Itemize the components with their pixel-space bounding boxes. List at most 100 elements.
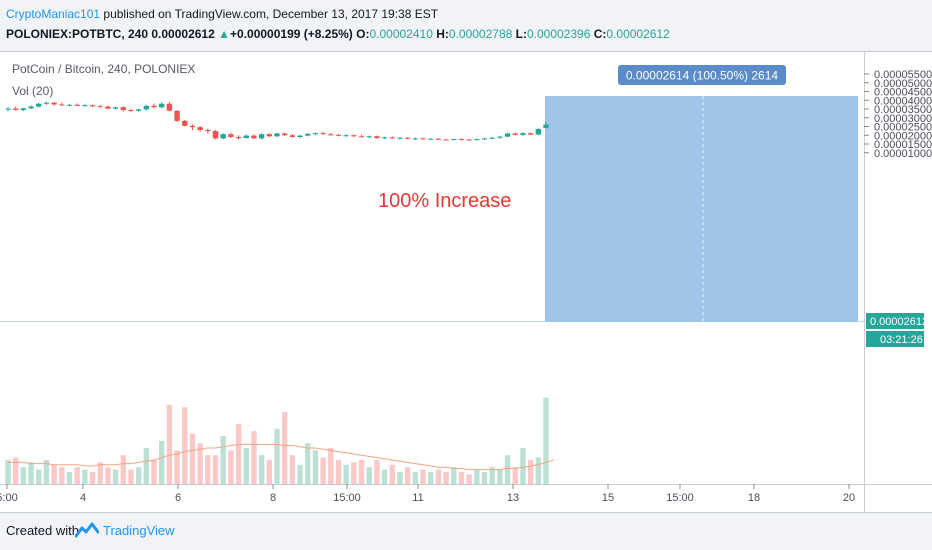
- measure-box[interactable]: [545, 96, 858, 322]
- candle-body: [397, 137, 403, 139]
- volume-bar: [397, 472, 403, 484]
- volume-bar: [520, 448, 526, 484]
- volume-ma-line: [8, 443, 554, 471]
- tradingview-logo-icon[interactable]: [75, 521, 99, 539]
- candle-body: [520, 133, 526, 135]
- time-tick-label: 4: [80, 492, 86, 504]
- candle-body: [466, 139, 472, 141]
- volume-bar: [412, 472, 419, 484]
- candle-body: [274, 133, 280, 137]
- candle-body: [420, 138, 426, 140]
- volume-bar: [189, 433, 196, 484]
- volume-bar: [305, 443, 311, 484]
- time-tick-label: 8: [270, 492, 276, 504]
- high-value: 0.00002788: [448, 27, 513, 41]
- candle-body: [112, 107, 119, 109]
- time-tick-label: 20: [843, 492, 855, 504]
- candle-body: [105, 106, 111, 109]
- low-label: L:: [515, 27, 527, 41]
- candle-body: [182, 120, 188, 126]
- open-value: 0.00002410: [369, 27, 433, 41]
- volume-bar: [220, 436, 226, 484]
- volume-bar: [5, 460, 11, 484]
- candle-body: [243, 135, 249, 139]
- candle-body: [143, 105, 150, 110]
- volume-bar: [66, 472, 73, 484]
- volume-bar: [51, 464, 57, 484]
- volume-bar: [197, 443, 203, 484]
- volume-bar: [212, 455, 219, 484]
- tradingview-brand[interactable]: TradingView: [103, 523, 175, 538]
- time-axis[interactable]: 5:00 4 6 8 15:00 11 13 15 15:00 18 20: [0, 484, 855, 504]
- volume-bar: [205, 455, 211, 484]
- volume-bar: [481, 472, 488, 484]
- candle-body: [228, 134, 234, 137]
- time-tick-label: 15:00: [333, 492, 361, 504]
- current-price-value: 0.00002612: [870, 316, 928, 328]
- candle-body: [428, 138, 434, 140]
- symbol-info-line: POLONIEX:POTBTC, 240 0.00002612 ▲+0.0000…: [6, 27, 670, 41]
- volume-bar: [143, 448, 150, 484]
- price-axis[interactable]: 0.000010000.000015000.000020000.00002500…: [864, 69, 932, 160]
- candle-body: [281, 133, 288, 136]
- close-value: 0.00002612: [606, 27, 670, 41]
- volume-bar: [258, 455, 265, 484]
- candle-body: [451, 139, 457, 141]
- price-tick-label: 0.00004500: [874, 87, 932, 99]
- candle-body: [443, 139, 449, 141]
- candle-body: [312, 133, 319, 135]
- volume-bar: [112, 469, 119, 484]
- candle-body: [135, 109, 142, 111]
- volume-bar: [128, 469, 134, 484]
- candle-body: [389, 137, 395, 139]
- time-tick-label: 13: [507, 492, 519, 504]
- chart-frame[interactable]: 0.00002614 (100.50%) 2614 PotCoin / Bitc…: [0, 51, 932, 513]
- price-tick-label: 0.00005000: [874, 78, 932, 90]
- volume-bar: [358, 460, 365, 484]
- time-tick-label: 5:00: [0, 492, 18, 504]
- price-tick-label: 0.00003000: [874, 113, 932, 125]
- volume-bar: [404, 467, 411, 484]
- time-tick-label: 11: [412, 492, 423, 504]
- candle-body: [381, 137, 388, 139]
- footer: Created with TradingView: [0, 513, 932, 550]
- candles: [5, 101, 549, 141]
- price-tick-label: 0.00004000: [874, 95, 932, 107]
- candle-body: [297, 135, 303, 137]
- publish-text: published on TradingView.com, December 1…: [100, 7, 439, 21]
- high-label: H:: [436, 27, 449, 41]
- volume-bar: [135, 467, 142, 484]
- candle-body: [205, 130, 211, 132]
- volume-bar: [420, 469, 426, 484]
- candle-body: [166, 103, 173, 111]
- candle-body: [128, 110, 134, 112]
- volume-bar: [274, 428, 280, 484]
- volume-bar: [228, 450, 234, 484]
- price-tick-label: 0.00001500: [874, 139, 932, 151]
- candle-body: [5, 108, 11, 110]
- measure-label-box: [618, 65, 786, 85]
- candle-body: [481, 138, 488, 140]
- volume-bar: [36, 469, 42, 484]
- volume-bar: [451, 467, 457, 484]
- volume-bar: [89, 472, 96, 484]
- volume-bar: [428, 472, 434, 484]
- candle-body: [497, 136, 503, 138]
- annotation-text[interactable]: 100% Increase: [378, 190, 511, 212]
- volume-bar: [443, 472, 449, 484]
- symbol-label[interactable]: POLONIEX:POTBTC, 240: [6, 27, 149, 41]
- volume-bar: [312, 450, 319, 484]
- volume-bar: [151, 460, 157, 484]
- change-value: +0.00000199 (+8.25%): [230, 27, 353, 41]
- volume-bar: [512, 467, 518, 484]
- volume-bar: [20, 467, 27, 484]
- volume-bar: [97, 462, 103, 484]
- price-chart[interactable]: 0.00002614 (100.50%) 2614 PotCoin / Bitc…: [0, 52, 932, 512]
- candle-body: [151, 105, 157, 108]
- author-link[interactable]: CryptoManiac101: [6, 7, 101, 21]
- volume-bar: [289, 455, 296, 484]
- chart-title: PotCoin / Bitcoin, 240, POLONIEX: [12, 62, 195, 76]
- price-tick-label: 0.00001000: [874, 148, 932, 160]
- volume-bar: [381, 469, 388, 484]
- volume-bars: [5, 397, 549, 484]
